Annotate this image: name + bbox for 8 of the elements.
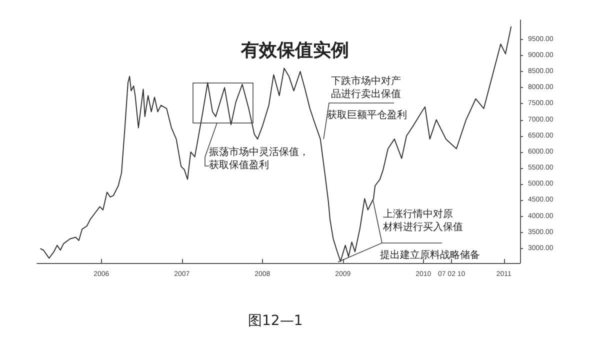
text: 有效保值实例 [240, 40, 349, 60]
annotation: 获取巨额平仓盈利 [327, 109, 407, 121]
annotation: 提出建立原料战略储备 [380, 249, 480, 261]
caption: 图12—1 [248, 313, 303, 329]
annotation: 振荡市场中灵活保值，获取保值盈利 [209, 146, 309, 171]
line-series [40, 26, 512, 262]
annotation: 上涨行情中对原材料进行买入保值 [382, 208, 463, 233]
annotation: 下跌市场中对产品进行卖出保值 [331, 75, 401, 100]
